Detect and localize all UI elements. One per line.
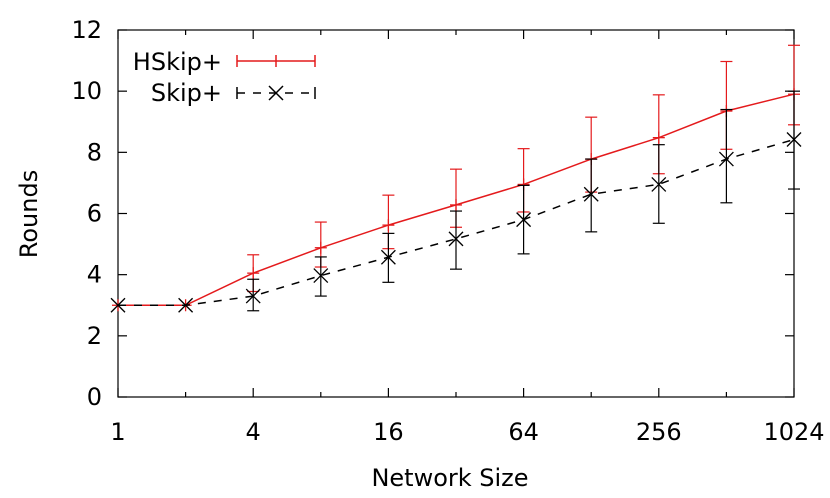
data-point-skip-2-b bbox=[245, 288, 261, 304]
x-tick-label-3: 64 bbox=[508, 418, 539, 446]
legend-label-skip: Skip+ bbox=[151, 79, 222, 107]
data-point-skip-9-b bbox=[718, 151, 734, 167]
series-layer bbox=[110, 44, 802, 313]
data-point-skip-4-b bbox=[380, 249, 396, 265]
x-tick-label-1: 4 bbox=[246, 418, 261, 446]
y-tick-label-4: 8 bbox=[87, 138, 102, 166]
y-tick-label-0: 0 bbox=[87, 383, 102, 411]
legend-item-skip: Skip+ bbox=[151, 79, 316, 107]
data-point-skip-0-b bbox=[110, 297, 126, 313]
y-tick-label-2: 4 bbox=[87, 261, 102, 289]
data-point-skip-1-b bbox=[178, 297, 194, 313]
series-skip bbox=[110, 90, 802, 313]
y-tick-label-1: 2 bbox=[87, 322, 102, 350]
data-point-skip-7-b bbox=[583, 186, 599, 202]
x-tick-label-0: 1 bbox=[110, 418, 125, 446]
x-axis-ticks: 1 4 16 64 256 1024 bbox=[110, 30, 825, 446]
series-line-skip bbox=[118, 138, 795, 307]
y-axis-label: Rounds bbox=[15, 170, 43, 258]
legend: HSkip+ Skip+ bbox=[133, 48, 316, 107]
x-axis-label: Network Size bbox=[371, 464, 528, 492]
legend-item-hskip: HSkip+ bbox=[133, 48, 316, 76]
y-tick-label-3: 6 bbox=[87, 200, 102, 228]
data-point-skip-5-b bbox=[448, 231, 464, 247]
data-point-skip-6-b bbox=[516, 212, 532, 228]
y-tick-label-6: 12 bbox=[71, 16, 102, 44]
x-tick-label-4: 256 bbox=[636, 418, 682, 446]
data-point-skip-3-b bbox=[313, 268, 329, 284]
x-tick-label-5: 1024 bbox=[763, 418, 824, 446]
data-point-skip-8-b bbox=[651, 176, 667, 192]
legend-marker-skip-b bbox=[268, 85, 284, 101]
legend-label-hskip: HSkip+ bbox=[133, 48, 222, 76]
x-tick-label-2: 16 bbox=[373, 418, 404, 446]
y-axis-ticks: 0 2 4 6 8 10 12 bbox=[71, 16, 794, 411]
y-tick-label-5: 10 bbox=[71, 77, 102, 105]
data-point-skip-10-b bbox=[786, 132, 802, 147]
